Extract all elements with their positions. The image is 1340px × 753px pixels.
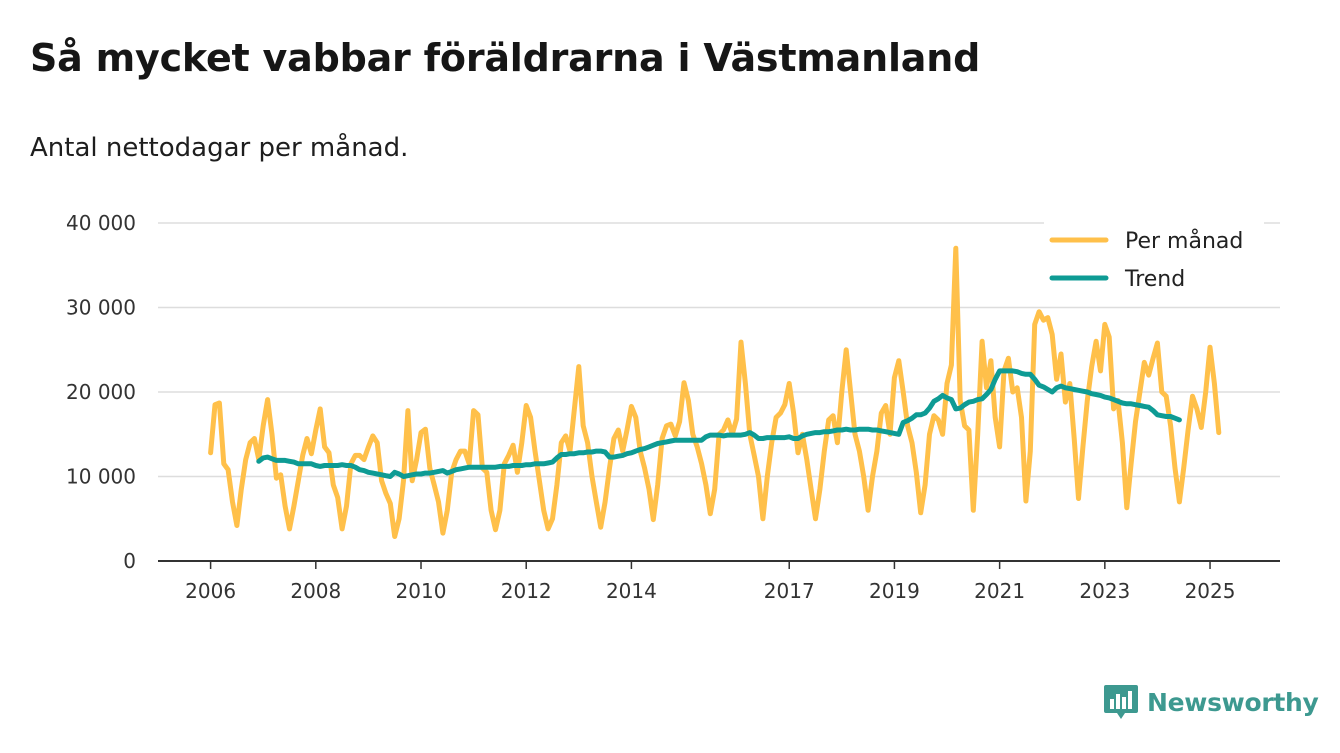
- x-tick-label: 2023: [1079, 579, 1130, 603]
- legend-background: [1044, 219, 1264, 305]
- series-line-trend: [256, 368, 1182, 479]
- y-axis-tick-labels: 0 10 000 20 000 30 000 40 000: [66, 211, 136, 573]
- x-tick-label: 2010: [396, 579, 447, 603]
- x-tick-label: 2019: [869, 579, 920, 603]
- x-tick-label: 2012: [501, 579, 552, 603]
- x-tick-label: 2017: [764, 579, 815, 603]
- legend: Per månad Trend: [1044, 219, 1264, 305]
- x-tick-label: 2025: [1185, 579, 1236, 603]
- series-lines: [208, 245, 1222, 539]
- chart-title: Så mycket vabbar föräldrarna i Västmanla…: [30, 36, 981, 80]
- series-line-per-month: [208, 245, 1222, 539]
- x-tick-label: 2021: [974, 579, 1025, 603]
- y-tick-label: 20 000: [66, 380, 136, 404]
- y-tick-label: 40 000: [66, 211, 136, 235]
- x-tick-label: 2006: [185, 579, 236, 603]
- chart-subtitle: Antal nettodagar per månad.: [30, 133, 409, 163]
- newsworthy-logo: Newsworthy: [1103, 684, 1319, 720]
- bar-chart-badge-icon: [1104, 685, 1138, 719]
- x-tick-label: 2014: [606, 579, 657, 603]
- brand-name: Newsworthy: [1147, 687, 1319, 717]
- legend-label-trend: Trend: [1124, 267, 1185, 292]
- y-tick-label: 10 000: [66, 465, 136, 489]
- x-axis: 2006 2008 2010 2012 2014 2017 2019 2021 2023 2025: [158, 560, 1280, 603]
- x-tick-label: 2008: [290, 579, 341, 603]
- y-tick-label: 0: [123, 549, 136, 573]
- legend-label-per-month: Per månad: [1125, 228, 1243, 254]
- y-tick-label: 30 000: [66, 296, 136, 320]
